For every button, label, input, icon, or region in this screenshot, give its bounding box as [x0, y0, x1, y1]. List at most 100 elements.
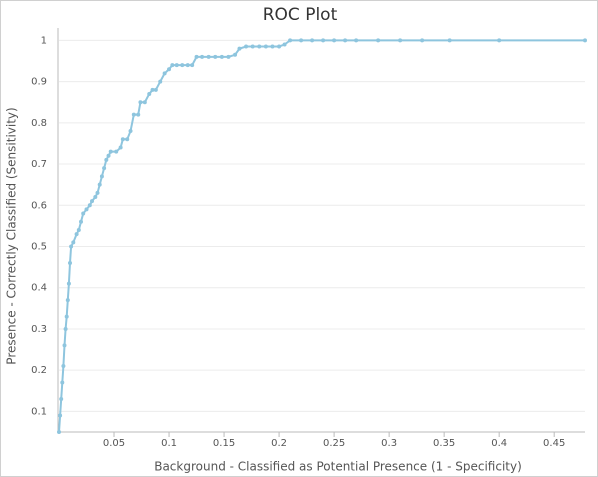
roc-point	[185, 63, 190, 68]
roc-point	[226, 54, 231, 59]
roc-point	[128, 129, 133, 134]
roc-point	[57, 430, 61, 434]
roc-point	[65, 298, 70, 303]
roc-point	[147, 91, 152, 96]
roc-point	[257, 44, 262, 49]
roc-point	[583, 38, 587, 43]
roc-point	[250, 44, 255, 49]
roc-point	[299, 38, 304, 43]
roc-point	[61, 364, 66, 369]
roc-point	[497, 38, 502, 43]
roc-point	[233, 52, 238, 57]
y-tick-label: 0.8	[31, 118, 47, 129]
roc-point	[108, 149, 113, 154]
roc-point	[69, 244, 74, 249]
roc-point	[59, 397, 64, 402]
roc-point	[288, 38, 293, 43]
roc-point	[74, 232, 79, 237]
roc-point	[138, 100, 143, 105]
x-tick-label: 0.4	[491, 438, 507, 449]
y-axis-title: Presence - Correctly Classified (Sensiti…	[5, 107, 19, 364]
roc-point	[174, 63, 179, 68]
roc-point	[62, 343, 67, 348]
roc-point	[87, 203, 92, 208]
roc-point	[63, 326, 68, 331]
roc-point	[79, 219, 84, 224]
roc-point	[158, 79, 163, 84]
roc-point	[244, 44, 249, 49]
roc-point	[270, 44, 275, 49]
roc-point	[104, 157, 109, 162]
roc-point	[68, 260, 73, 265]
y-tick-label: 0.7	[31, 159, 47, 170]
roc-point	[237, 46, 242, 51]
x-tick-label: 0.35	[433, 438, 455, 449]
roc-point	[136, 112, 141, 117]
roc-point	[321, 38, 326, 43]
x-tick-label: 0.1	[161, 438, 177, 449]
y-tick-label: 0.6	[31, 200, 47, 211]
roc-point	[219, 54, 224, 59]
roc-point	[76, 228, 81, 232]
x-tick-label: 0.2	[271, 438, 287, 449]
roc-point	[125, 137, 130, 142]
roc-point	[66, 281, 71, 286]
roc-point	[447, 38, 452, 43]
roc-point	[153, 87, 158, 92]
roc-point	[167, 67, 172, 72]
x-tick-label: 0.15	[213, 438, 235, 449]
roc-point	[58, 413, 63, 418]
roc-point	[170, 63, 175, 68]
roc-point	[60, 380, 65, 385]
x-axis-title: Background - Classified as Potential Pre…	[154, 460, 522, 474]
roc-point	[93, 195, 98, 200]
roc-point	[162, 71, 167, 76]
roc-point	[398, 38, 403, 43]
x-tick-label: 0.25	[323, 438, 345, 449]
roc-point	[131, 112, 136, 117]
roc-point	[64, 314, 69, 319]
roc-point	[102, 166, 107, 171]
roc-point	[420, 38, 425, 43]
roc-point	[142, 100, 147, 105]
y-tick-label: 0.5	[31, 241, 47, 252]
roc-point	[90, 199, 95, 204]
roc-point	[150, 87, 155, 92]
x-tick-label: 0.05	[103, 438, 125, 449]
x-tick-label: 0.3	[381, 438, 397, 449]
roc-point	[84, 207, 89, 212]
chart-title: ROC Plot	[263, 5, 338, 25]
roc-point	[343, 38, 348, 43]
roc-point	[118, 145, 123, 150]
roc-point	[106, 153, 111, 158]
roc-point	[263, 44, 268, 49]
roc-point	[332, 38, 337, 43]
roc-point	[120, 137, 125, 142]
roc-point	[81, 211, 86, 216]
roc-point	[95, 190, 100, 195]
y-tick-label: 0.3	[31, 324, 47, 335]
roc-point	[114, 149, 119, 154]
y-tick-label: 0.1	[31, 406, 47, 417]
roc-point	[282, 42, 287, 47]
roc-point	[310, 38, 315, 43]
roc-point	[99, 174, 104, 179]
roc-point	[206, 54, 211, 59]
y-tick-label: 0.4	[31, 283, 47, 294]
roc-point	[190, 63, 195, 68]
roc-point	[277, 44, 282, 49]
y-tick-label: 1	[41, 35, 47, 46]
roc-point	[354, 38, 359, 43]
roc-line	[58, 39, 585, 433]
y-tick-label: 0.2	[31, 365, 47, 376]
roc-point	[180, 63, 185, 68]
roc-point	[71, 240, 76, 245]
roc-point	[200, 54, 205, 59]
roc-point	[97, 182, 102, 187]
y-tick-label: 0.9	[31, 77, 47, 88]
x-tick-label: 0.45	[543, 438, 565, 449]
roc-point	[194, 54, 199, 59]
roc-point	[213, 54, 218, 59]
